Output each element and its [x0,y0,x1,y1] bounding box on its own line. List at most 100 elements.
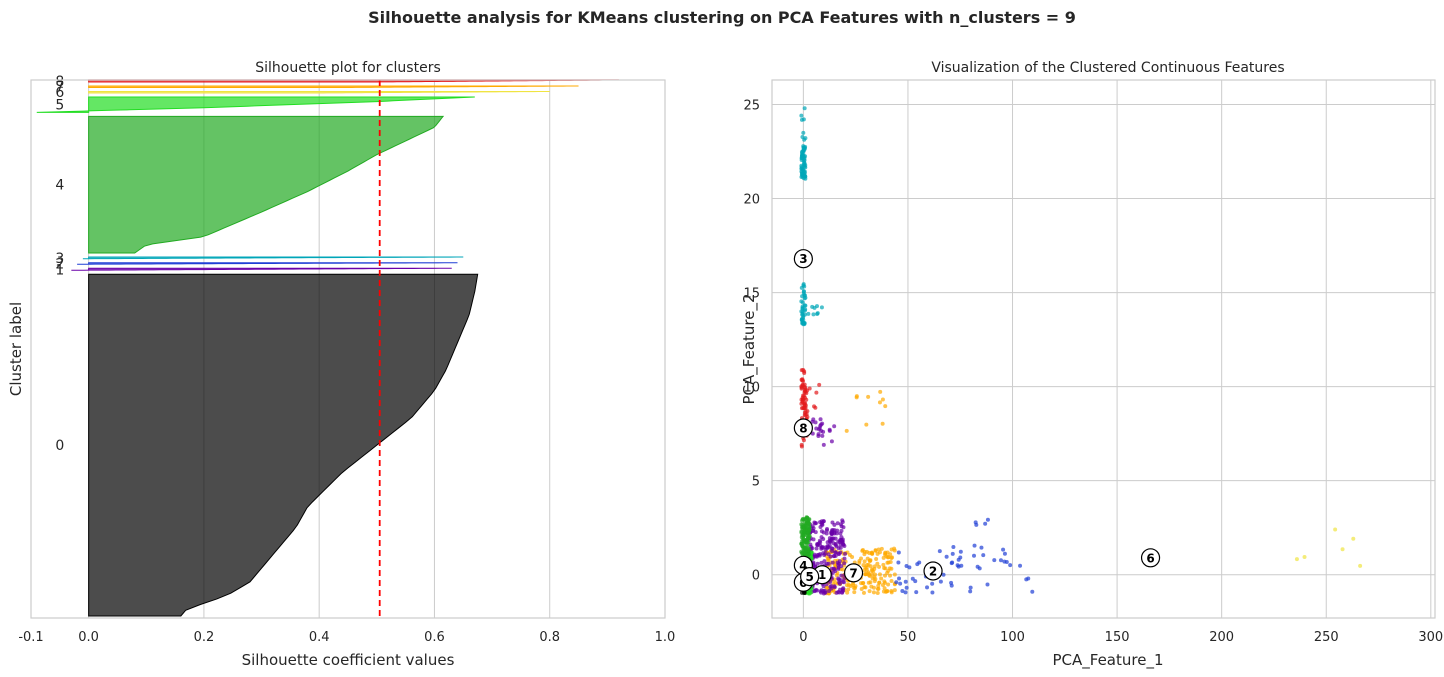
silhouette-cluster-3 [82,256,464,260]
silhouette-cluster-label: 7 [55,80,64,96]
scatter-point-cluster-1 [826,552,831,557]
scatter-point-cluster-2 [992,558,997,563]
scatter-point-cluster-3 [801,153,806,158]
scatter-point-cluster-3 [815,311,820,316]
scatter-point-cluster-1 [826,589,831,594]
scatter-point-cluster-1 [840,579,845,584]
scatter-point-cluster-8 [799,406,804,411]
scatter-point-cluster-8 [804,412,809,417]
scatter-point-cluster-2 [938,579,943,584]
scatter-point-cluster-1 [822,552,827,557]
scatter-point-cluster-1 [840,519,845,524]
scatter-point-cluster-1 [838,587,843,592]
scatter-point-cluster-7 [862,552,867,557]
silhouette-cluster-label: 8 [55,74,64,90]
scatter-point-cluster-7 [869,584,874,589]
scatter-point-cluster-5 [807,591,812,596]
silhouette-x-tick-label: 0.0 [78,630,99,645]
scatter-point-cluster-2 [958,549,963,554]
scatter-point-cluster-2 [1030,589,1035,594]
scatter-point-cluster-2 [949,580,954,585]
scatter-point-cluster-2 [910,576,915,581]
scatter-title: Visualization of the Clustered Continuou… [931,60,1284,76]
scatter-point-cluster-7 [864,562,869,567]
scatter-point-cluster-8 [807,386,812,391]
scatter-point-cluster-8 [799,442,804,447]
silhouette-x-label: Silhouette coefficient values [242,651,455,669]
scatter-point-cluster-3 [799,113,804,118]
silhouette-fills [36,79,619,617]
scatter-point-cluster-7 [867,589,872,594]
scatter-point-cluster-1 [825,540,830,545]
scatter-point-cluster-4 [800,518,805,523]
scatter-point-cluster-3 [801,320,806,325]
scatter-point-cluster-4 [799,522,804,527]
scatter-point-cluster-7 [882,586,887,591]
scatter-point-cluster-1 [833,543,838,548]
silhouette-x-tick-label: 0.8 [539,630,560,645]
scatter-point-cluster-7 [882,579,887,584]
scatter-point-cluster-3 [803,307,808,312]
scatter-point-cluster-7 [866,580,871,585]
scatter-point-cluster-7 [863,572,868,577]
scatter-point-cluster-7 [868,564,873,569]
scatter-point-cluster-4 [803,546,808,551]
scatter-point-cluster-2 [956,557,961,562]
scatter-point-cluster-7 [876,547,881,552]
scatter-point-cluster-2 [985,582,990,587]
scatter-point-cluster-2 [968,589,973,594]
scatter-point-cluster-3 [802,164,807,169]
scatter-point-cluster-1 [839,528,844,533]
scatter-point-cluster-7 [854,394,859,399]
scatter-point-cluster-3 [802,106,807,111]
scatter-y-tick-label: 5 [752,475,760,490]
scatter-point-cluster-2 [977,566,982,571]
scatter-point-cluster-7 [873,548,878,553]
scatter-point-cluster-3 [814,304,819,309]
scatter-point-cluster-1 [811,537,816,542]
scatter-point-cluster-3 [799,309,804,314]
scatter-point-cluster-1 [836,551,841,556]
scatter-point-cluster-1 [832,553,837,558]
scatter-point-cluster-6 [1294,557,1299,562]
scatter-point-cluster-1 [814,546,819,551]
scatter-point-cluster-2 [979,545,984,550]
scatter-point-cluster-8 [814,390,819,395]
silhouette-cluster-label: 6 [55,85,64,101]
scatter-point-cluster-7 [881,555,886,560]
scatter-point-cluster-1 [833,536,838,541]
scatter-center-marker-5 [800,567,820,587]
scatter-point-cluster-8 [800,377,805,382]
scatter-point-cluster-2 [896,560,901,565]
scatter-point-cluster-2 [903,579,908,584]
scatter-point-cluster-1 [822,588,827,593]
scatter-point-cluster-7 [878,389,883,394]
scatter-point-cluster-7 [867,558,872,563]
scatter-center-marker-6 [1140,548,1161,568]
scatter-point-cluster-1 [830,520,835,525]
scatter-point-cluster-1 [823,548,828,553]
scatter-point-cluster-1 [842,561,847,566]
silhouette-cluster-7 [88,85,579,88]
scatter-point-cluster-2 [898,581,903,586]
scatter-point-cluster-7 [889,579,894,584]
silhouette-x-tick-label: 0.6 [424,630,445,645]
scatter-point-cluster-2 [951,545,956,550]
silhouette-axes-frame [30,79,666,619]
scatter-y-label: PCA_Feature_2 [740,293,759,404]
scatter-point-cluster-7 [861,590,866,595]
scatter-point-cluster-7 [867,574,872,579]
scatter-point-cluster-2 [925,585,930,590]
scatter-point-cluster-7 [875,561,880,566]
silhouette-cluster-5 [36,96,475,113]
scatter-point-cluster-3 [802,146,807,151]
scatter-point-cluster-2 [1002,551,1007,556]
scatter-point-cluster-2 [903,590,908,595]
scatter-point-cluster-1 [830,560,835,565]
scatter-point-cluster-1 [819,422,824,427]
scatter-center-label-5: 5 [805,570,813,584]
scatter-center-label-1: 1 [818,568,826,582]
scatter-point-cluster-7 [879,546,884,551]
scatter-point-cluster-2 [972,543,977,548]
